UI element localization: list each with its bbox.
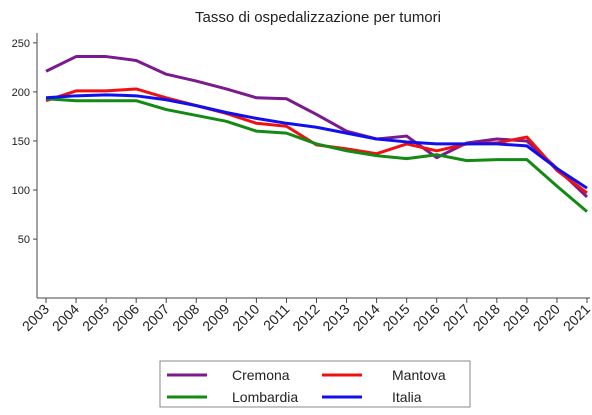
x-tick-label: 2014 <box>349 301 382 334</box>
x-tick-label: 2007 <box>139 301 172 334</box>
x-tick-label: 2005 <box>79 301 112 334</box>
legend-label: Lombardia <box>232 389 298 405</box>
legend-label: Cremona <box>232 367 290 383</box>
x-tick-label: 2013 <box>319 301 352 334</box>
line-series <box>45 93 588 190</box>
x-tick-label: 2016 <box>409 301 442 334</box>
y-tick-label: 50 <box>18 234 30 246</box>
x-tick-label: 2012 <box>289 301 322 334</box>
x-tick-label: 2017 <box>440 301 473 334</box>
legend-label: Mantova <box>392 367 446 383</box>
x-tick-label: 2020 <box>530 301 563 334</box>
x-tick-label: 2021 <box>560 301 592 334</box>
y-tick-label: 250 <box>12 38 30 50</box>
x-tick-label: 2003 <box>19 301 52 334</box>
line-series <box>45 97 588 213</box>
x-tick-label: 2019 <box>500 301 533 334</box>
x-tick-label: 2008 <box>169 301 202 334</box>
x-tick-label: 2009 <box>199 301 232 334</box>
x-tick-label: 2010 <box>229 301 262 334</box>
line-series <box>45 87 588 195</box>
x-tick-label: 2011 <box>260 301 293 334</box>
x-tick-label: 2015 <box>379 301 412 334</box>
x-tick-label: 2006 <box>109 301 142 334</box>
chart-title: Tasso di ospedalizzazione per tumori <box>195 9 441 26</box>
y-tick-label: 100 <box>12 185 30 197</box>
legend-label: Italia <box>392 389 422 405</box>
x-tick-label: 2004 <box>49 301 82 334</box>
legend <box>159 360 471 408</box>
line-series <box>45 55 589 198</box>
y-tick-label: 200 <box>12 87 30 99</box>
x-tick-label: 2018 <box>470 301 503 334</box>
y-tick-label: 150 <box>12 136 30 148</box>
